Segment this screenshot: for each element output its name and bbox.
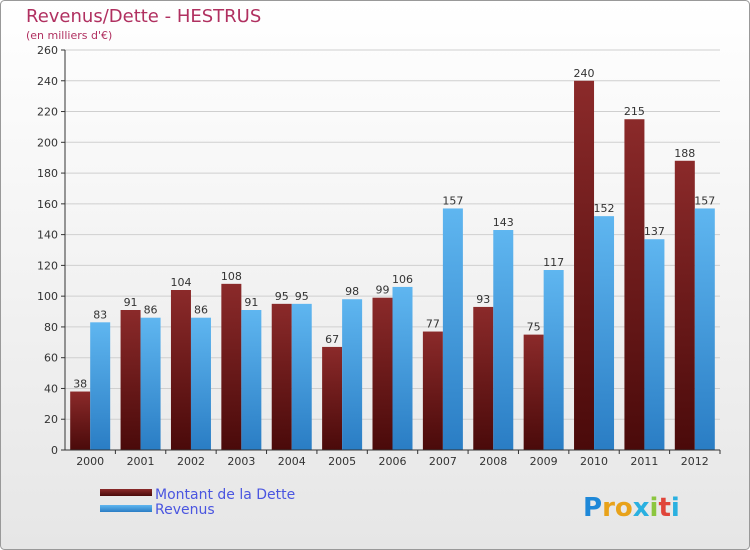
- bar-dette: [221, 283, 242, 450]
- data-label: 75: [527, 321, 541, 334]
- legend-swatch-dette: [100, 489, 152, 496]
- y-tick-label: 200: [37, 136, 58, 149]
- data-label: 106: [392, 273, 413, 286]
- x-tick-label: 2005: [328, 455, 356, 468]
- bar-revenus: [241, 310, 262, 450]
- bar-dette: [523, 334, 544, 450]
- bar-dette: [120, 310, 141, 450]
- data-label: 91: [124, 296, 138, 309]
- data-label: 93: [476, 293, 490, 306]
- data-label: 99: [376, 284, 390, 297]
- data-label: 95: [295, 290, 309, 303]
- x-tick-label: 2007: [429, 455, 457, 468]
- y-axis-ticks: 0 20 40 60 80 100 120 140 160 180 200 220 240 260: [37, 44, 65, 457]
- data-label: 157: [442, 194, 463, 207]
- x-tick-label: 2001: [127, 455, 155, 468]
- bar-revenus: [442, 208, 463, 450]
- bar-revenus: [90, 322, 111, 450]
- y-tick-label: 80: [44, 321, 58, 334]
- bar-dette: [322, 346, 343, 450]
- x-tick-label: 2012: [681, 455, 709, 468]
- data-label: 86: [194, 304, 208, 317]
- proxiti-logo: Proxiti: [583, 493, 680, 523]
- x-tick-label: 2004: [278, 455, 306, 468]
- data-label: 108: [221, 270, 242, 283]
- x-tick-label: 2010: [580, 455, 608, 468]
- data-label: 86: [144, 304, 158, 317]
- y-tick-label: 140: [37, 229, 58, 242]
- y-tick-label: 120: [37, 259, 58, 272]
- data-label: 240: [574, 67, 595, 80]
- data-label: 157: [694, 194, 715, 207]
- y-tick-label: 220: [37, 106, 58, 119]
- x-tick-label: 2009: [530, 455, 558, 468]
- data-label: 95: [275, 290, 289, 303]
- bar-dette: [170, 290, 191, 450]
- data-label: 91: [244, 296, 258, 309]
- bars-group: [70, 80, 715, 451]
- legend-label-revenus: Revenus: [155, 502, 215, 518]
- legend: Montant de la Dette Revenus: [100, 487, 295, 518]
- y-tick-label: 0: [51, 444, 58, 457]
- bar-revenus: [594, 216, 615, 450]
- x-tick-label: 2006: [379, 455, 407, 468]
- y-tick-label: 20: [44, 413, 58, 426]
- y-tick-label: 240: [37, 75, 58, 88]
- chart-title: Revenus/Dette - HESTRUS: [26, 6, 261, 27]
- bar-dette: [70, 391, 91, 450]
- data-label: 67: [325, 333, 339, 346]
- x-tick-label: 2011: [630, 455, 658, 468]
- data-label: 83: [93, 308, 107, 321]
- bar-revenus: [644, 239, 665, 450]
- x-tick-label: 2000: [76, 455, 104, 468]
- bar-dette: [372, 297, 393, 450]
- bar-revenus: [392, 286, 413, 450]
- legend-label-dette: Montant de la Dette: [155, 487, 295, 503]
- data-label: 77: [426, 318, 440, 331]
- y-tick-label: 260: [37, 44, 58, 57]
- bar-revenus: [342, 299, 363, 450]
- data-label: 98: [345, 285, 359, 298]
- bar-dette: [271, 303, 292, 450]
- data-label: 215: [624, 105, 645, 118]
- y-tick-label: 60: [44, 352, 58, 365]
- bar-dette: [574, 80, 595, 451]
- data-label: 188: [674, 147, 695, 160]
- y-tick-label: 40: [44, 382, 58, 395]
- bar-revenus: [694, 208, 715, 450]
- bar-dette: [624, 119, 645, 450]
- bar-revenus: [190, 317, 211, 450]
- data-label: 38: [73, 378, 87, 391]
- y-tick-label: 100: [37, 290, 58, 303]
- data-label: 104: [170, 276, 191, 289]
- x-tick-label: 2002: [177, 455, 205, 468]
- bar-revenus: [140, 317, 161, 450]
- bar-revenus: [493, 230, 514, 450]
- data-label: 137: [644, 225, 665, 238]
- legend-swatch-revenus: [100, 505, 152, 512]
- data-label: 152: [594, 202, 615, 215]
- bar-revenus: [291, 303, 312, 450]
- x-tick-label: 2003: [227, 455, 255, 468]
- bar-revenus: [543, 270, 564, 450]
- y-tick-label: 160: [37, 198, 58, 211]
- data-label: 117: [543, 256, 564, 269]
- x-axis-ticks: 2000 2001 2002 2003 2004 2005 2006 2007 2008 2009…: [76, 450, 721, 468]
- y-tick-label: 180: [37, 167, 58, 180]
- x-tick-label: 2008: [479, 455, 507, 468]
- bar-dette: [674, 160, 695, 450]
- chart-subtitle: (en milliers d'€): [26, 29, 112, 42]
- bar-dette: [422, 331, 443, 450]
- data-label: 143: [493, 216, 514, 229]
- bar-dette: [473, 306, 494, 450]
